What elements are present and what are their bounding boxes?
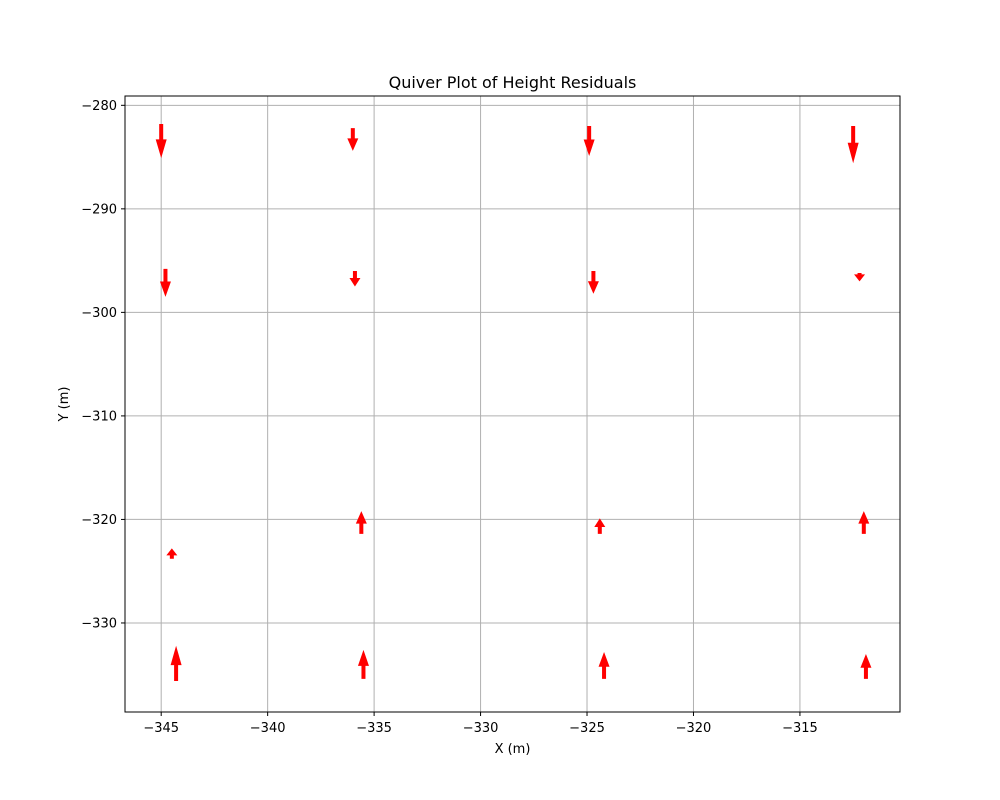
quiver-arrow xyxy=(583,126,595,157)
quiver-arrow xyxy=(854,273,866,282)
quiver-arrow xyxy=(860,654,872,679)
x-tick-label: −315 xyxy=(782,721,818,736)
y-tick-label: −300 xyxy=(81,306,117,321)
quiver-arrow xyxy=(357,649,369,679)
plot-frame xyxy=(124,95,901,713)
y-axis-label: Y (m) xyxy=(57,387,72,423)
chart-title: Quiver Plot of Height Residuals xyxy=(389,73,637,92)
ticks: −345 −340 −335 −330 −325 −320 −315 −280 −290 −300… xyxy=(81,99,818,736)
quiver-arrow xyxy=(355,511,367,534)
quiver-arrow xyxy=(159,268,171,297)
x-tick-label: −320 xyxy=(676,721,712,736)
x-tick-label: −340 xyxy=(250,721,286,736)
quiver-arrow xyxy=(847,126,859,164)
arrows xyxy=(155,123,872,681)
x-tick-label: −325 xyxy=(569,721,605,736)
quiver-arrow xyxy=(858,511,870,534)
quiver-arrow xyxy=(166,548,178,559)
y-tick-label: −290 xyxy=(81,202,117,217)
x-axis-label: X (m) xyxy=(495,742,531,757)
y-tick-label: −330 xyxy=(81,616,117,631)
x-tick-label: −330 xyxy=(463,721,499,736)
quiver-arrow xyxy=(587,270,599,294)
quiver-arrow xyxy=(347,128,359,151)
quiver-arrow xyxy=(155,123,167,159)
quiver-arrow xyxy=(598,651,610,679)
y-tick-label: −280 xyxy=(81,99,117,114)
y-tick-label: −320 xyxy=(81,513,117,528)
x-tick-label: −335 xyxy=(356,721,392,736)
x-tick-label: −345 xyxy=(143,721,179,736)
y-tick-label: −310 xyxy=(81,409,117,424)
quiver-arrow xyxy=(594,518,606,534)
quiver-arrow xyxy=(170,645,182,681)
quiver-arrow xyxy=(349,270,361,287)
grid xyxy=(125,96,900,712)
